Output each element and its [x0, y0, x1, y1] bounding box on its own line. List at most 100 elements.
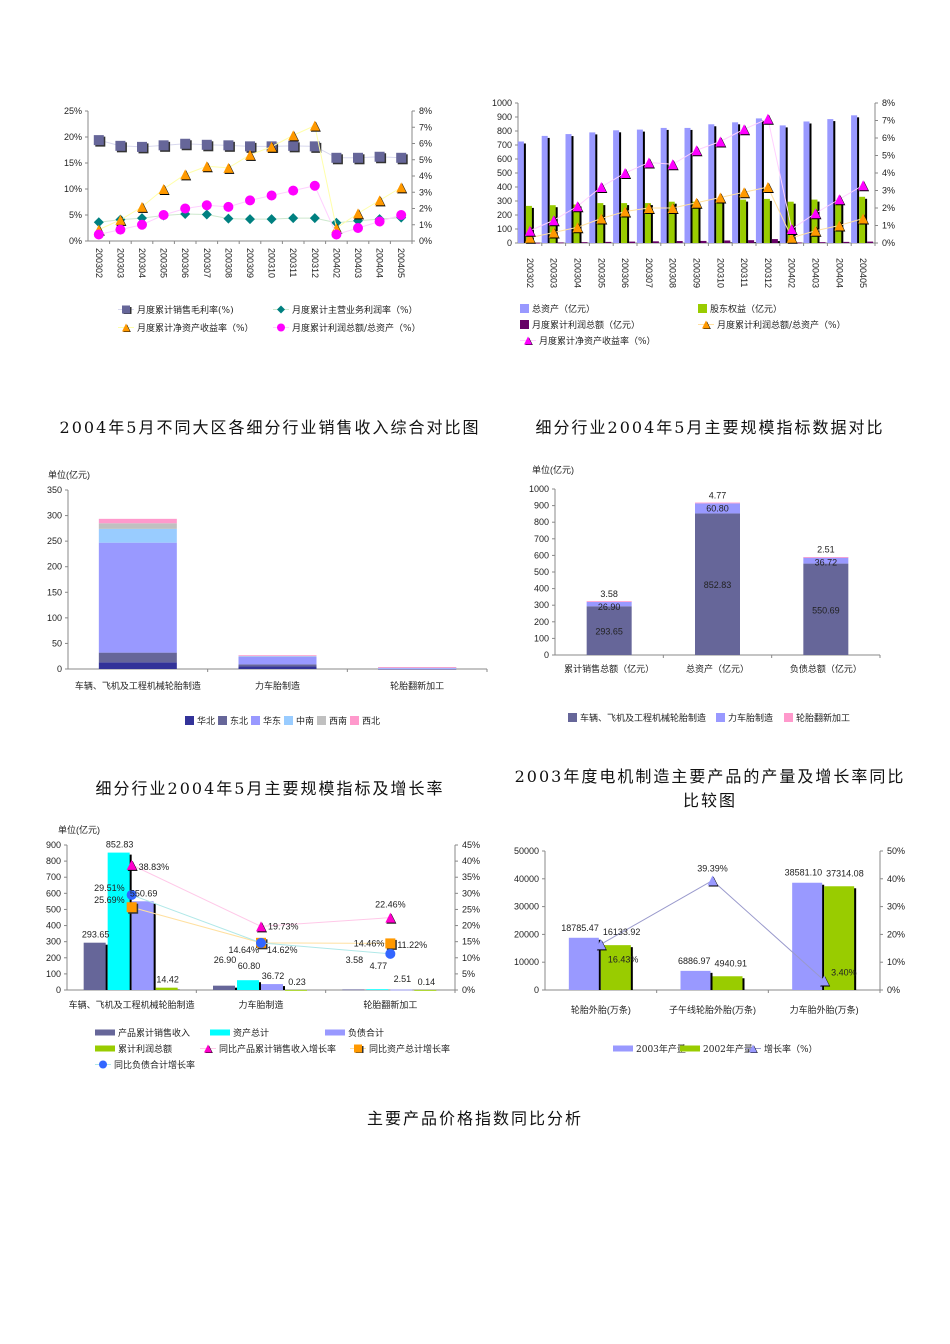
y-tick-label-left: 50000 [514, 846, 539, 856]
legend-swatch [350, 716, 359, 725]
marker-square [158, 140, 169, 151]
legend-item: 月度累计销售毛利率(%) [118, 303, 234, 316]
data-label: 14.62% [267, 945, 298, 955]
marker-triangle [385, 912, 396, 923]
legend-label: 2003年产量 [636, 1045, 686, 1055]
y-tick-label-left: 25% [64, 106, 82, 116]
legend-item: 轮胎翻新加工 [784, 711, 850, 724]
legend-swatch [95, 1045, 115, 1052]
marker-triangle [396, 182, 407, 193]
y-tick-label-left: 100 [47, 613, 62, 623]
x-tick-label: 200307 [202, 248, 212, 278]
bar [835, 200, 842, 243]
data-label: 26.90 [598, 602, 621, 612]
legend-item: 累计利润总额 [95, 1042, 172, 1055]
marker-circle [331, 229, 342, 240]
x-tick-label: 力车胎外胎(万条) [790, 1004, 859, 1015]
legend-swatch [680, 1045, 700, 1052]
x-tick-label: 总资产（亿元） [686, 663, 749, 674]
data-label: 16133.92 [603, 927, 641, 937]
y-tick-label-right: 0% [419, 236, 432, 246]
x-tick-label: 200305 [596, 258, 606, 288]
marker-triangle [288, 130, 299, 141]
bar [98, 662, 177, 669]
bar [851, 115, 858, 243]
y-tick-label-left: 150 [47, 587, 62, 597]
marker-diamond [266, 214, 277, 225]
marker-triangle [309, 120, 320, 131]
marker-triangle [374, 195, 385, 206]
bar [107, 852, 130, 990]
marker-circle [256, 937, 266, 948]
bar [131, 901, 154, 990]
x-tick-label: 200312 [310, 248, 320, 278]
bar [565, 134, 572, 243]
x-tick-label: 200311 [739, 258, 749, 287]
legend-item: 中南 [284, 714, 314, 727]
y-tick-label-left: 10000 [514, 957, 539, 967]
legend-label: 西北 [362, 717, 381, 727]
y-tick-label-right: 4% [419, 171, 432, 181]
data-label: 4940.91 [715, 958, 748, 968]
y-tick-label-right: 6% [882, 133, 895, 143]
marker-circle [309, 180, 320, 191]
y-tick-label-right: 1% [419, 220, 432, 230]
data-label: 19.73% [268, 921, 299, 931]
data-label: 14.64% [228, 945, 259, 955]
marker-circle [158, 210, 169, 220]
legend-swatch [745, 1044, 761, 1053]
marker-square [354, 1044, 362, 1053]
marker-triangle [115, 214, 126, 225]
marker-triangle [524, 336, 532, 345]
bar [238, 655, 317, 657]
bar [732, 122, 739, 243]
legend-label: 股东权益（亿元） [710, 305, 783, 315]
bar [98, 523, 177, 529]
bar [525, 205, 532, 243]
bar [695, 503, 740, 514]
y-tick-label-right: 3% [419, 187, 432, 197]
marker-circle [126, 889, 137, 900]
marker-triangle [702, 320, 710, 329]
legend-item: 华北 [185, 714, 215, 727]
marker-triangle [572, 201, 583, 212]
marker-triangle [548, 215, 559, 226]
marker-diamond [201, 209, 212, 220]
y-tick-label-left: 500 [46, 904, 61, 914]
marker-triangle [858, 180, 869, 191]
bar [390, 989, 413, 991]
marker-circle [288, 185, 299, 196]
data-label: 11.22% [397, 940, 427, 950]
bar [803, 557, 849, 558]
bar [285, 989, 307, 991]
legend-swatch [568, 713, 577, 722]
y-tick-label-right: 7% [882, 116, 895, 126]
bar [803, 563, 849, 655]
legend-item: 2003年产量 [613, 1042, 686, 1055]
bar [98, 518, 177, 524]
bar [213, 985, 235, 990]
data-label: 550.69 [812, 605, 840, 615]
legend-label: 月度累计利润总额（亿元） [532, 321, 641, 331]
data-label: 3.58 [346, 955, 364, 965]
y-tick-label-right: 4% [882, 168, 895, 178]
bar [771, 239, 778, 243]
marker-triangle [667, 159, 678, 170]
bar [652, 241, 659, 243]
data-label: 38581.10 [785, 868, 823, 878]
y-tick-label-right: 8% [419, 106, 432, 116]
y-tick-label-left: 0 [544, 650, 549, 660]
marker-triangle [715, 192, 726, 203]
marker-triangle [620, 168, 631, 178]
chart-5 [64, 844, 458, 993]
x-tick-label: 200405 [858, 258, 868, 288]
legend-label: 西南 [329, 717, 348, 727]
x-tick-label: 200310 [715, 258, 725, 288]
legend-label: 车辆、飞机及工程机械轮胎制造 [580, 714, 707, 724]
y-tick-label-right: 1% [882, 221, 895, 231]
bar [517, 141, 524, 243]
legend-swatch [273, 323, 289, 332]
bar [581, 242, 588, 243]
marker-triangle [819, 975, 830, 986]
y-tick-label-left: 40000 [514, 874, 539, 884]
